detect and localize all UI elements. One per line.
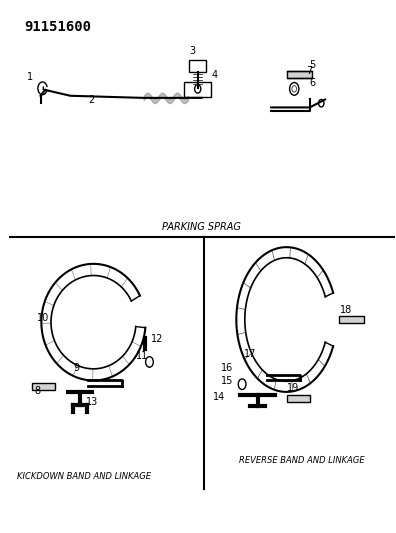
Text: REVERSE BAND AND LINKAGE: REVERSE BAND AND LINKAGE <box>239 456 365 465</box>
Bar <box>287 395 310 402</box>
Text: 19: 19 <box>287 383 299 393</box>
Text: KICKDOWN BAND AND LINKAGE: KICKDOWN BAND AND LINKAGE <box>17 472 151 481</box>
Text: PARKING SPRAG: PARKING SPRAG <box>162 222 241 232</box>
Text: 7: 7 <box>307 66 313 76</box>
Text: 12: 12 <box>151 334 164 344</box>
Bar <box>287 71 312 78</box>
Bar <box>189 60 206 72</box>
Bar <box>339 317 364 323</box>
Text: 2: 2 <box>88 95 95 105</box>
Text: 4: 4 <box>212 70 218 80</box>
Text: 91151600: 91151600 <box>24 20 91 34</box>
Bar <box>32 383 55 390</box>
Text: 3: 3 <box>189 46 195 56</box>
Text: 1: 1 <box>27 72 33 83</box>
Text: 10: 10 <box>37 312 50 322</box>
Text: 5: 5 <box>310 60 316 70</box>
Text: 13: 13 <box>86 398 98 407</box>
Text: 17: 17 <box>244 349 256 359</box>
Text: 18: 18 <box>340 305 352 314</box>
Text: 15: 15 <box>221 376 233 386</box>
Text: 8: 8 <box>34 386 40 396</box>
Text: 9: 9 <box>73 364 79 374</box>
Text: 11: 11 <box>135 351 148 361</box>
Text: 16: 16 <box>221 364 233 374</box>
Bar <box>184 82 211 97</box>
Text: 6: 6 <box>310 78 316 88</box>
Text: 14: 14 <box>213 392 225 401</box>
